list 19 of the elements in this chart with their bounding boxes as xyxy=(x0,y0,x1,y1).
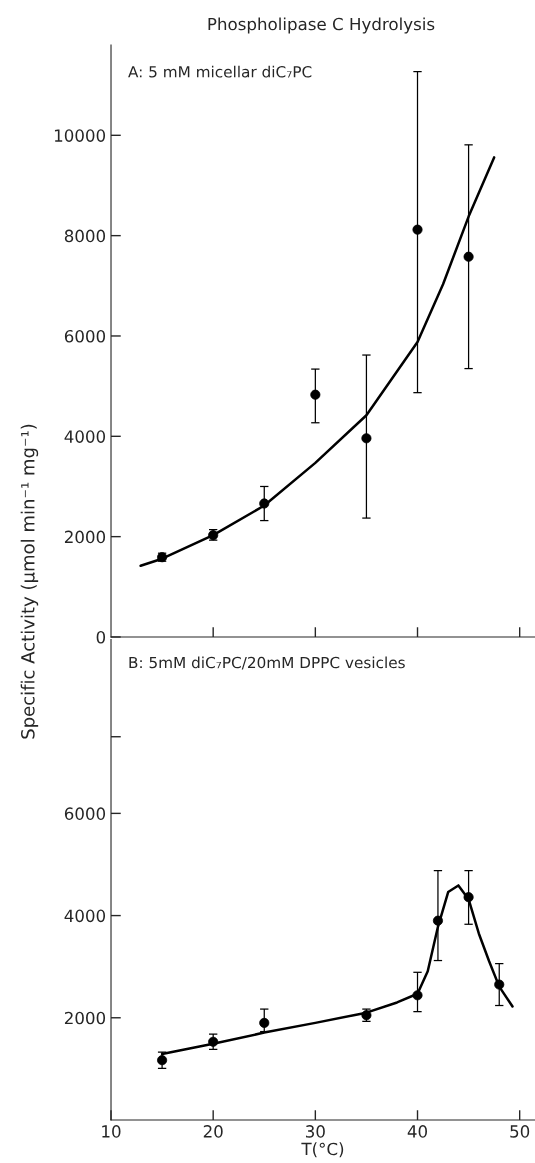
y-tick-label: 6000 xyxy=(64,807,106,820)
y-tick-label: 6000 xyxy=(64,329,106,343)
y-tick-label: 10000 xyxy=(54,129,106,142)
y-tick-label: 2000 xyxy=(64,530,106,544)
x-tick-label: 30 xyxy=(306,1125,325,1138)
y-axis-title: Specific Activity (μmol min⁻¹ mg⁻¹) xyxy=(20,424,39,739)
annotation: B: 5mM diC₇PC/20mM DPPC vesicles xyxy=(129,656,405,670)
y-tick-label: 8000 xyxy=(64,229,106,243)
x-tick-label: 40 xyxy=(407,1125,428,1138)
x-axis-title: T(°C) xyxy=(301,1142,344,1158)
y-tick-label: 4000 xyxy=(64,909,106,923)
x-tick-label: 10 xyxy=(102,1125,121,1138)
x-tick-label: 20 xyxy=(203,1125,223,1138)
y-tick-label: 0 xyxy=(96,630,106,644)
annotation: A: 5 mM micellar diC₇PC xyxy=(128,65,312,78)
y-tick-label: 4000 xyxy=(64,430,106,443)
chart-title: Phospholipase C Hydrolysis xyxy=(208,17,435,34)
y-tick-label: 2000 xyxy=(64,1011,106,1025)
x-tick-label: 50 xyxy=(510,1125,530,1138)
